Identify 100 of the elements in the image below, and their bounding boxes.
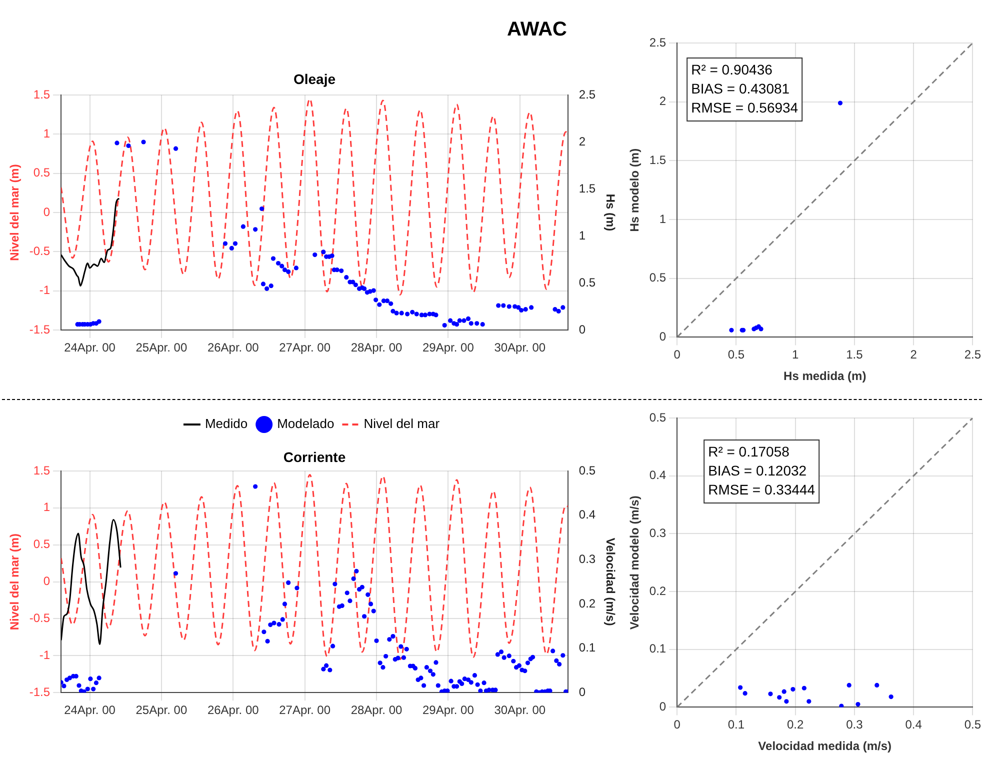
point	[790, 686, 796, 692]
y-tick-label: 2.5	[649, 35, 666, 50]
x-tick-label: 24Apr. 00	[64, 703, 116, 718]
point	[874, 682, 880, 688]
x-tick-label: 0	[674, 348, 681, 362]
chart-title: AWAC	[507, 18, 567, 41]
annotation: RMSE = 0.56934	[691, 99, 798, 116]
y-tick-label: 0	[43, 574, 50, 588]
chart-title: Oleaje	[293, 70, 336, 87]
x-tick-label: 24Apr. 00	[64, 340, 116, 355]
y-axis-title: Nivel del mar (m)	[8, 533, 22, 630]
y2-tick-label: 0.1	[578, 640, 596, 655]
y-axis-title: Nivel del mar (m)	[8, 164, 22, 261]
annotation: R² = 0.17058	[708, 443, 790, 460]
y-tick-label: -1	[39, 648, 50, 662]
y-tick-label: 0	[43, 204, 50, 219]
x-tick-label: 29Apr. 00	[422, 340, 474, 355]
y-tick-label: 0.3	[649, 526, 666, 540]
point	[758, 326, 764, 332]
point	[738, 685, 743, 690]
x-tick-label: 30Apr. 00	[494, 703, 546, 718]
y-tick-label: 0	[659, 330, 666, 344]
y-tick-label: 1.5	[33, 87, 50, 102]
x-tick-label: 0.3	[846, 718, 864, 732]
legend-label: Medido	[204, 416, 248, 432]
y-tick-label: -1.5	[29, 322, 50, 336]
x-tick-label: 26Apr. 00	[207, 340, 260, 355]
x-tick-label: 28Apr. 00	[350, 703, 403, 718]
y2-tick-label: 2	[578, 134, 586, 148]
x-tick-label: 0	[674, 718, 681, 732]
y2-tick-label: 0.3	[578, 552, 596, 566]
y2-tick-label: 0.4	[578, 508, 596, 522]
point	[742, 691, 748, 696]
x-tick-label: 25Apr. 00	[136, 703, 188, 718]
point	[846, 682, 852, 688]
annotation: R² = 0.90436	[691, 61, 773, 78]
point	[806, 699, 812, 704]
x-tick-label: 0.5	[964, 718, 982, 732]
y-tick-label: 0.1	[649, 642, 666, 656]
y2-axis-title: Velocidad (m/s)	[603, 538, 618, 626]
x-tick-label: 2	[910, 348, 918, 362]
x-tick-label: 0.5	[728, 348, 745, 362]
y2-tick-label: 0	[578, 322, 586, 336]
point	[838, 100, 843, 106]
x-tick-label: 0.4	[905, 718, 922, 732]
x-tick-label: 0.2	[786, 718, 804, 732]
y-tick-label: 1.5	[649, 152, 666, 167]
y-tick-label: -0.5	[29, 611, 50, 626]
legend-label: Nivel del mar	[364, 416, 440, 432]
y-tick-label: 1	[659, 212, 666, 226]
x-tick-label: 1.5	[846, 348, 864, 362]
point	[782, 689, 786, 694]
y-tick-label: -0.5	[29, 244, 50, 258]
y-tick-label: 1	[43, 126, 50, 140]
y-tick-label: 1.5	[33, 463, 50, 478]
legend-label: Modelado	[277, 416, 334, 432]
x-tick-label: 28Apr. 00	[350, 340, 403, 355]
y-tick-label: 1	[43, 500, 50, 514]
x-tick-label: 26Apr. 00	[207, 703, 260, 718]
x-tick-label: 29Apr. 00	[422, 703, 474, 718]
x-tick-label: 25Apr. 00	[136, 340, 188, 355]
x-axis-title: Hs medida (m)	[784, 369, 866, 384]
y2-tick-label: 0.2	[578, 596, 596, 610]
annotation: RMSE = 0.33444	[708, 481, 816, 498]
y2-tick-label: 1	[578, 228, 586, 242]
y-tick-label: 0.5	[649, 410, 666, 424]
y-axis-title: Hs modelo (m)	[628, 148, 642, 232]
y-tick-label: 2	[659, 94, 666, 108]
y-axis-title: Velocidad modelo (m/s)	[628, 496, 642, 630]
x-tick-label: 30Apr. 00	[494, 340, 546, 355]
x-tick-label: 2.5	[964, 348, 982, 362]
point	[768, 692, 773, 696]
annotation: BIAS = 0.43081	[691, 80, 790, 96]
x-axis-title: Velocidad medida (m/s)	[758, 739, 892, 754]
y-tick-label: 0.4	[649, 468, 666, 482]
y2-tick-label: 1.5	[578, 181, 596, 196]
x-tick-label: 0.1	[728, 718, 745, 732]
y2-tick-label: 0.5	[578, 275, 596, 290]
point	[856, 702, 860, 707]
x-tick-label: 27Apr. 00	[279, 703, 331, 718]
point	[729, 328, 734, 332]
y2-tick-label: 0.5	[578, 463, 596, 478]
x-tick-label: 27Apr. 00	[279, 340, 331, 355]
y-tick-label: 0.5	[33, 166, 50, 180]
chart-title: Corriente	[283, 448, 346, 465]
y-tick-label: 0.2	[649, 584, 666, 598]
x-tick-label: 1	[792, 348, 799, 362]
point	[839, 704, 844, 708]
point	[777, 695, 782, 700]
point	[888, 694, 894, 700]
y-tick-label: 0.5	[33, 537, 50, 552]
y2-tick-label: 2.5	[578, 87, 596, 102]
y-tick-label: -1	[39, 283, 50, 298]
point	[784, 699, 789, 704]
point	[802, 686, 806, 690]
y2-axis-title: Hs (m)	[603, 194, 618, 232]
y-tick-label: -1.5	[29, 684, 50, 699]
y-tick-label: 0.5	[649, 270, 666, 285]
y2-tick-label: 0	[578, 684, 586, 699]
annotation: BIAS = 0.12032	[708, 462, 807, 478]
